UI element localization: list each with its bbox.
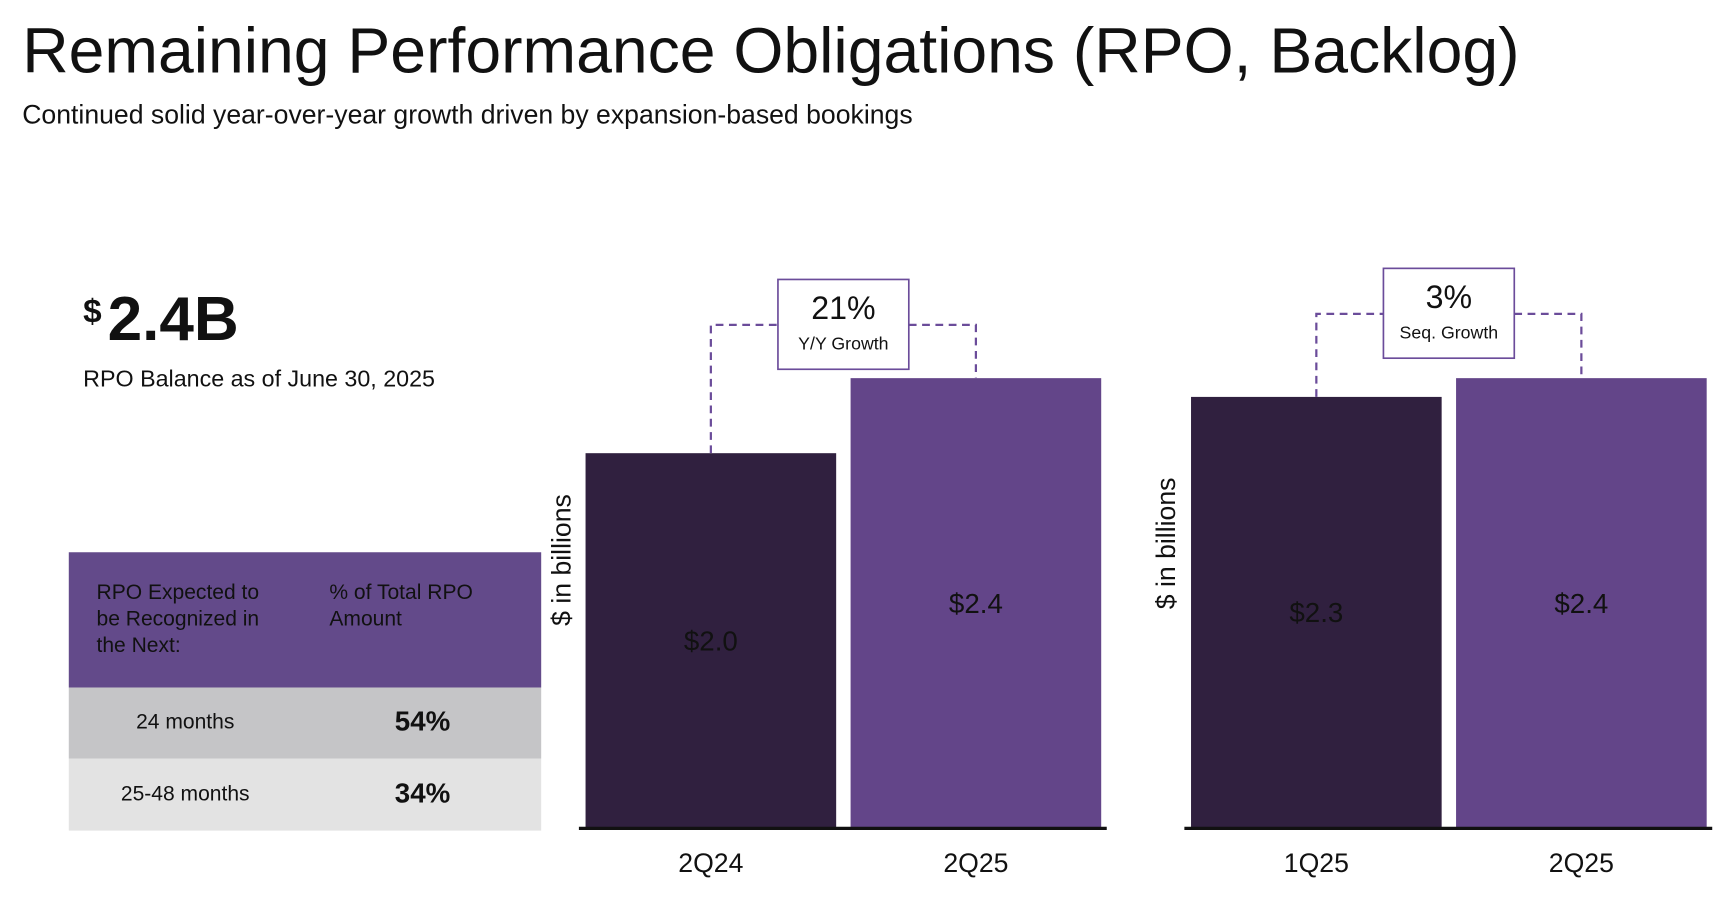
x-tick-label: 2Q25 [1549,848,1614,878]
bar [850,378,1102,829]
annotation-box [777,278,910,371]
bar [1456,378,1707,829]
table-cell: 34% [395,777,450,808]
bracket [1315,312,1583,397]
bar [585,453,837,829]
title: Remaining Performance Obligations (RPO, … [22,14,1519,86]
table-row-bg [68,687,542,759]
subtitle: Continued solid year-over-year growth dr… [22,99,912,129]
kpi-value: 2.4B [108,285,239,354]
value-label: $2.4 [1554,588,1608,619]
table-header: the Next: [97,634,181,657]
x-tick-label: 2Q25 [943,848,1008,878]
annotation-value: 21% [811,290,875,326]
table-header: be Recognized in [97,607,260,630]
value-label: $2.3 [1289,597,1343,628]
kpi-label: RPO Balance as of June 30, 2025 [83,366,435,392]
y-axis-label: $ in billions [1151,478,1181,610]
table-cell: 25-48 months [121,783,250,806]
table-header: % of Total RPO [329,581,473,604]
y-axis-label: $ in billions [546,494,576,626]
bracket [709,323,978,454]
table-row-bg [68,758,542,831]
annotation-value: 3% [1426,279,1472,315]
bar [1191,396,1442,829]
value-label: $2.4 [949,588,1003,619]
table-header: Amount [329,607,402,630]
table-header: RPO Expected to [97,581,260,604]
x-tick-label: 1Q25 [1284,848,1349,878]
annotation-box [1382,267,1516,360]
table-cell: 54% [395,705,450,736]
value-label: $2.0 [684,625,738,656]
kpi-currency: $ [83,294,102,331]
x-tick-label: 2Q24 [678,848,743,878]
annotation-label: Y/Y Growth [798,334,888,354]
table-cell: 24 months [136,711,234,734]
annotation-label: Seq. Growth [1400,322,1499,342]
table-header-bg [68,552,542,688]
